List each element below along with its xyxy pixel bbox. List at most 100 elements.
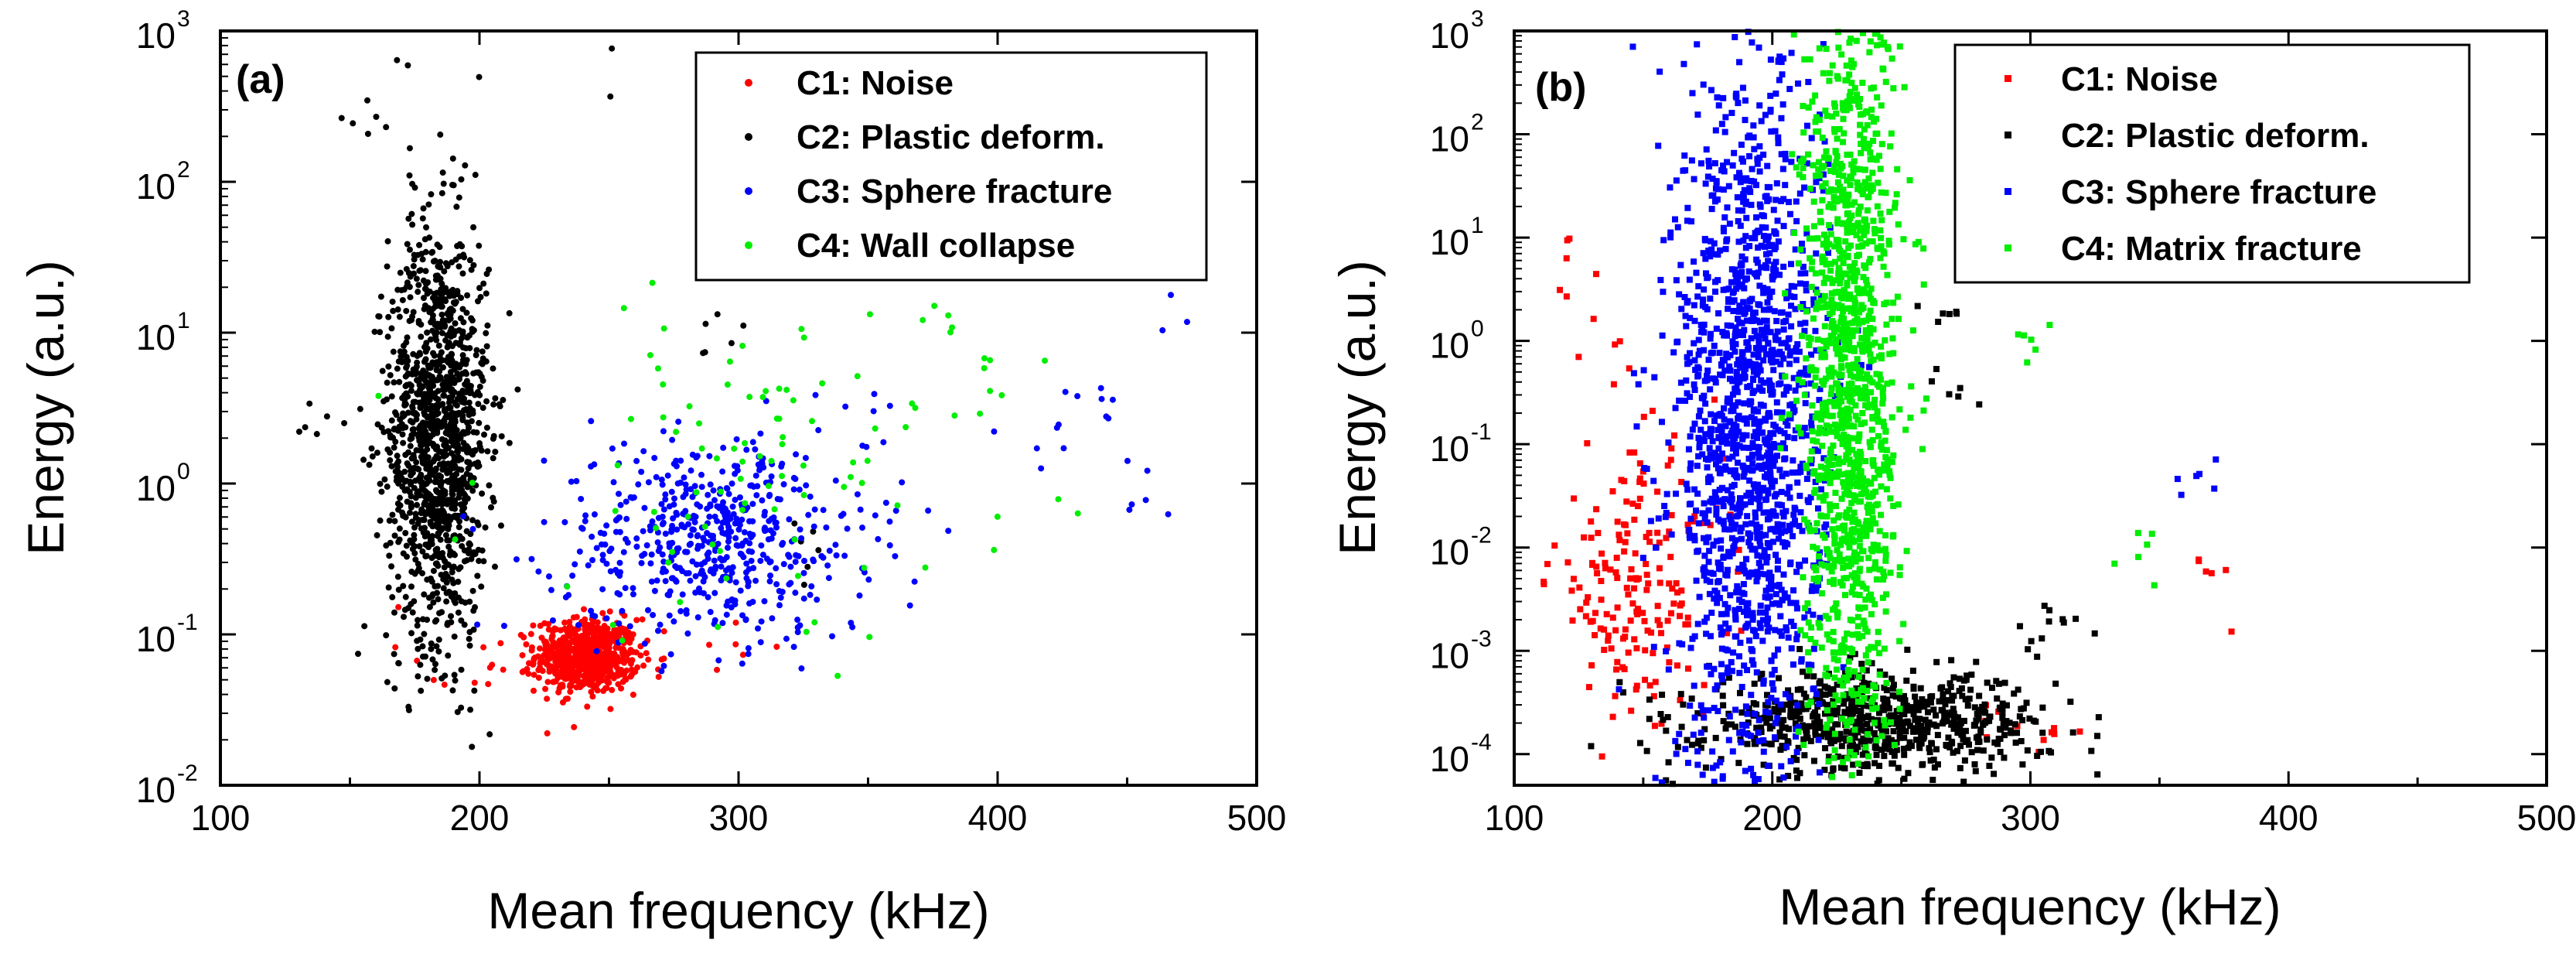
data-point-a-1-1303	[323, 413, 330, 420]
data-point-a-1-1219	[428, 640, 435, 647]
data-point-b-2-676	[1691, 537, 1698, 544]
data-point-b-2-1127	[1755, 301, 1762, 308]
series-a-0	[392, 603, 780, 737]
data-point-b-2-528	[1792, 306, 1799, 313]
data-point-a-0-486	[582, 616, 589, 623]
data-point-a-1-436	[407, 294, 414, 301]
data-point-b-2-171	[1764, 285, 1771, 292]
data-point-b-2-311	[1707, 295, 1714, 302]
data-point-a-1-947	[456, 253, 463, 260]
data-point-b-0-202	[2048, 729, 2055, 736]
data-point-a-2-370	[682, 549, 689, 555]
data-point-a-0-644	[579, 655, 586, 661]
data-point-b-0-69	[1564, 559, 1571, 566]
data-point-a-0-635	[599, 637, 606, 644]
data-point-a-0-574	[619, 649, 626, 656]
data-point-b-2-1220	[1769, 477, 1776, 484]
data-point-b-1-558	[2020, 705, 2027, 712]
data-point-a-2-115	[773, 565, 780, 572]
data-point-b-2-969	[1701, 618, 1708, 625]
data-point-b-2-214	[1746, 477, 1753, 484]
data-point-b-2-111	[1776, 272, 1783, 279]
data-point-b-1-322	[1646, 716, 1653, 723]
data-point-b-0-86	[1585, 594, 1592, 601]
data-point-a-1-512	[420, 205, 427, 212]
data-point-a-1-1157	[441, 453, 448, 460]
data-point-b-2-1272	[1713, 538, 1720, 545]
data-point-b-0-50	[1656, 539, 1663, 546]
data-point-a-1-672	[473, 429, 480, 436]
data-point-b-2-1008	[1673, 750, 1680, 757]
data-point-b-1-72	[1751, 680, 1758, 687]
data-point-a-1-1097	[478, 583, 485, 590]
data-point-b-2-787	[1732, 614, 1739, 621]
data-point-a-1-271	[394, 365, 401, 372]
data-point-a-2-545	[613, 516, 620, 523]
data-point-a-1-1265	[506, 309, 513, 316]
data-point-b-1-628	[1803, 728, 1810, 735]
data-point-a-2-542	[669, 436, 676, 443]
data-point-a-1-160	[371, 328, 378, 335]
data-point-b-2-1049	[1774, 521, 1781, 528]
data-point-b-2-466	[1711, 489, 1718, 496]
data-point-b-1-244	[1864, 720, 1871, 727]
data-point-b-1-188	[1718, 756, 1725, 763]
data-point-a-2-385	[659, 481, 666, 488]
data-point-b-1-260	[1950, 692, 1957, 699]
data-point-a-1-594	[451, 672, 458, 678]
data-point-b-0-183	[1566, 235, 1573, 242]
data-point-b-2-927	[1728, 323, 1735, 330]
data-point-b-2-435	[1766, 709, 1772, 716]
data-point-a-1-1019	[407, 436, 414, 443]
data-point-a-2-495	[644, 607, 651, 614]
data-point-a-2-308	[786, 516, 793, 523]
data-point-a-0-667	[773, 644, 780, 651]
data-point-b-1-493	[1916, 742, 1923, 749]
data-point-a-2-438	[694, 501, 701, 508]
data-point-b-1-704	[1953, 310, 1960, 317]
data-point-b-0-54	[1664, 617, 1671, 624]
data-point-a-1-735	[424, 675, 431, 682]
data-point-a-1-1312	[394, 56, 401, 63]
data-point-a-1-1017	[466, 390, 473, 397]
data-point-b-2-1286	[1724, 332, 1731, 339]
data-point-b-2-302	[1840, 664, 1847, 671]
data-point-b-2-80	[1689, 426, 1696, 433]
data-point-a-1-1277	[426, 467, 433, 473]
data-point-b-2-237	[1696, 439, 1703, 446]
data-point-a-2-189	[841, 552, 848, 559]
data-point-b-2-679	[1757, 563, 1764, 570]
data-point-b-1-551	[1890, 728, 1897, 735]
data-point-a-2-209	[728, 597, 735, 604]
data-point-b-1-408	[2018, 737, 2025, 744]
data-point-a-2-540	[882, 499, 889, 506]
data-point-b-2-1276	[1763, 317, 1770, 324]
data-point-a-1-1305	[306, 400, 313, 407]
data-point-b-2-727	[1782, 182, 1789, 189]
data-point-b-1-312	[1723, 721, 1730, 728]
data-point-a-1-628	[454, 709, 461, 716]
data-point-a-1-1094	[383, 396, 390, 403]
data-point-a-1-1173	[410, 426, 417, 432]
data-point-b-2-756	[1762, 593, 1769, 600]
data-point-a-1-388	[419, 215, 426, 222]
data-point-a-2-522	[674, 549, 681, 555]
data-point-a-1-1192	[404, 371, 411, 378]
data-point-b-0-163	[1643, 561, 1650, 568]
data-point-a-2-104	[730, 511, 737, 518]
data-point-a-2-315	[859, 525, 866, 531]
data-point-a-1-518	[444, 621, 451, 628]
data-point-b-1-482	[1929, 692, 1936, 699]
data-point-b-1-435	[1979, 703, 1986, 710]
data-point-a-1-1046	[455, 609, 462, 616]
data-point-a-1-1002	[452, 552, 459, 559]
data-point-a-2-306	[745, 644, 752, 651]
data-point-b-0-61	[1605, 632, 1612, 639]
data-point-a-1-202	[438, 330, 445, 337]
data-point-a-2-452	[711, 547, 718, 554]
data-point-a-0-215	[544, 696, 551, 702]
data-point-b-2-1140	[1797, 369, 1804, 376]
data-point-b-0-123	[1652, 678, 1659, 685]
data-point-a-1-1118	[440, 490, 447, 497]
data-point-a-3-67	[922, 564, 929, 571]
